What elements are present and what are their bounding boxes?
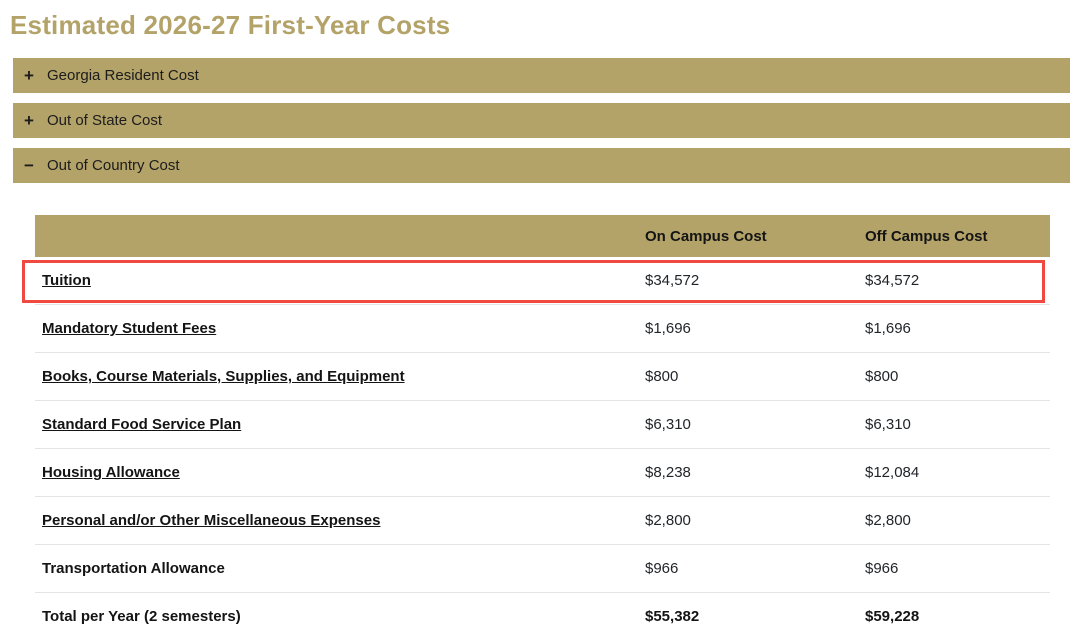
on-campus-value: $6,310: [645, 416, 691, 433]
col-header-on-campus: On Campus Cost: [645, 227, 767, 245]
table-row-standard-food-service-plan: Standard Food Service Plan $6,310 $6,310: [35, 401, 1050, 449]
page-title: Estimated 2026-27 First-Year Costs: [10, 10, 451, 40]
accordion-label: Out of State Cost: [47, 112, 163, 129]
table-row-total-per-year: Total per Year (2 semesters) $55,382 $59…: [35, 593, 1050, 640]
minus-icon: −: [24, 156, 34, 175]
accordion-label: Georgia Resident Cost: [47, 67, 199, 84]
row-label: Total per Year (2 semesters): [42, 608, 241, 625]
cost-table: On Campus Cost Off Campus Cost Tuition $…: [35, 215, 1050, 640]
col-header-off-campus: Off Campus Cost: [865, 227, 988, 245]
off-campus-value: $800: [865, 368, 899, 385]
off-campus-value: $12,084: [865, 464, 920, 481]
row-label: Transportation Allowance: [42, 560, 225, 577]
table-row-transportation-allowance: Transportation Allowance $966 $966: [35, 545, 1050, 593]
table-header-row: On Campus Cost Off Campus Cost: [35, 215, 1050, 257]
on-campus-value: $8,238: [645, 464, 691, 481]
on-campus-total-value: $55,382: [645, 608, 700, 625]
tuition-link[interactable]: Tuition: [42, 272, 91, 289]
plus-icon: +: [24, 111, 34, 130]
table-row-personal-misc-expenses: Personal and/or Other Miscellaneous Expe…: [35, 497, 1050, 545]
housing-allowance-link[interactable]: Housing Allowance: [42, 464, 180, 481]
on-campus-value: $800: [645, 368, 679, 385]
off-campus-value: $6,310: [865, 416, 911, 433]
table-row-housing-allowance: Housing Allowance $8,238 $12,084: [35, 449, 1050, 497]
table-row-tuition: Tuition $34,572 $34,572: [35, 257, 1050, 305]
standard-food-service-plan-link[interactable]: Standard Food Service Plan: [42, 416, 242, 433]
table-row-books-course-materials: Books, Course Materials, Supplies, and E…: [35, 353, 1050, 401]
off-campus-value: $34,572: [865, 272, 920, 289]
mandatory-student-fees-link[interactable]: Mandatory Student Fees: [42, 320, 217, 337]
accordion-georgia-resident-cost[interactable]: + Georgia Resident Cost: [13, 58, 1070, 93]
on-campus-value: $966: [645, 560, 679, 577]
table-row-mandatory-student-fees: Mandatory Student Fees $1,696 $1,696: [35, 305, 1050, 353]
off-campus-value: $1,696: [865, 320, 911, 337]
personal-misc-expenses-link[interactable]: Personal and/or Other Miscellaneous Expe…: [42, 512, 381, 529]
plus-icon: +: [24, 66, 34, 85]
cost-accordion: + Georgia Resident Cost + Out of State C…: [13, 58, 1080, 183]
accordion-out-of-country-cost[interactable]: − Out of Country Cost: [13, 148, 1070, 183]
on-campus-value: $1,696: [645, 320, 691, 337]
on-campus-value: $2,800: [645, 512, 691, 529]
books-course-materials-link[interactable]: Books, Course Materials, Supplies, and E…: [42, 368, 405, 385]
accordion-label: Out of Country Cost: [47, 157, 180, 174]
off-campus-value: $966: [865, 560, 899, 577]
on-campus-value: $34,572: [645, 272, 700, 289]
accordion-out-of-state-cost[interactable]: + Out of State Cost: [13, 103, 1070, 138]
off-campus-total-value: $59,228: [865, 608, 920, 625]
off-campus-value: $2,800: [865, 512, 911, 529]
